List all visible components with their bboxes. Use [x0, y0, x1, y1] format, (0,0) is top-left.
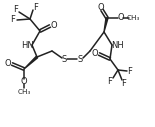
Text: S: S: [77, 54, 83, 64]
Text: O: O: [51, 21, 57, 30]
Text: CH₃: CH₃: [126, 15, 140, 21]
Text: F: F: [14, 4, 18, 13]
Text: HN: HN: [21, 41, 33, 50]
Text: F: F: [122, 78, 126, 88]
Text: F: F: [34, 3, 38, 12]
Text: O: O: [118, 13, 124, 22]
Text: CH₃: CH₃: [17, 89, 31, 95]
Polygon shape: [24, 56, 38, 69]
Text: O: O: [92, 50, 98, 59]
Text: S: S: [61, 54, 67, 64]
Text: NH: NH: [111, 41, 123, 50]
Polygon shape: [104, 18, 108, 32]
Text: O: O: [21, 76, 27, 85]
Text: O: O: [5, 60, 11, 68]
Text: O: O: [98, 3, 104, 12]
Text: F: F: [128, 67, 132, 75]
Text: F: F: [11, 15, 16, 25]
Text: F: F: [108, 76, 112, 85]
